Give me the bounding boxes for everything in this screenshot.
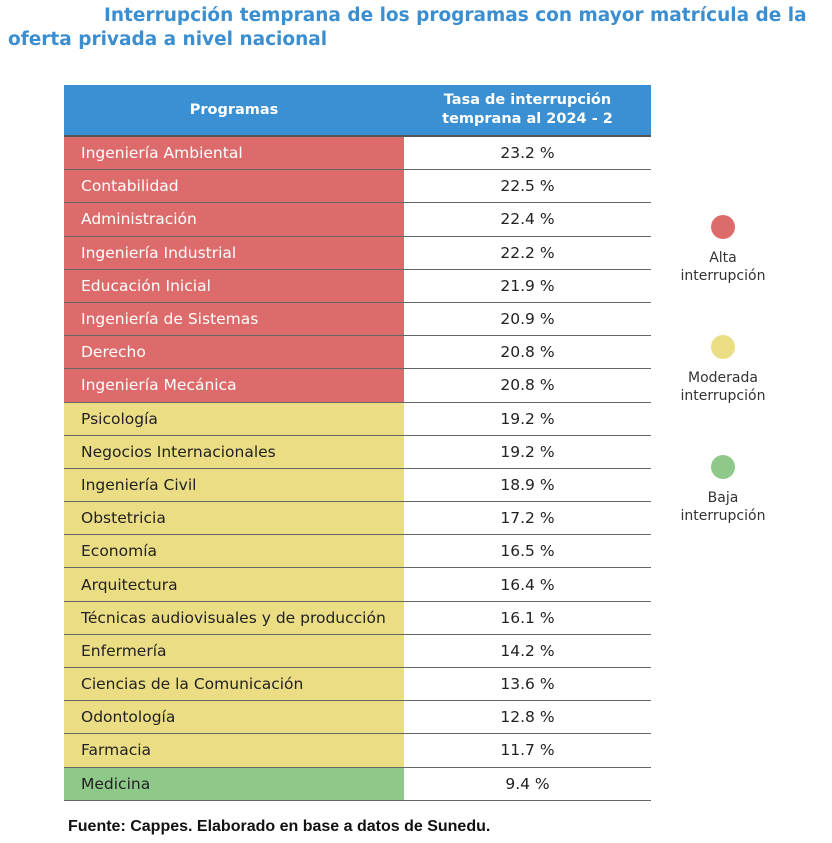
table-row: Ingeniería Ambiental 23.2 % — [64, 137, 651, 171]
rate-cell: 23.2 % — [500, 144, 555, 163]
table-row: Educación Inicial 21.9 % — [64, 269, 651, 303]
program-cell: Medicina — [64, 767, 404, 800]
legend-dot-baja — [711, 455, 735, 479]
rate-cell: 17.2 % — [500, 509, 555, 528]
program-cell: Farmacia — [64, 734, 404, 767]
table-header: Programas Tasa de interrupción temprana … — [64, 85, 651, 137]
page-title: Interrupción temprana de los programas c… — [8, 4, 808, 52]
legend-label-line1: Moderada — [688, 370, 758, 386]
rate-cell: 12.8 % — [500, 708, 555, 727]
header-tasa: Tasa de interrupción temprana al 2024 - … — [442, 92, 613, 127]
legend-label-line2: interrupción — [680, 388, 766, 404]
program-cell: Ingeniería Mecánica — [64, 369, 404, 402]
program-cell: Arquitectura — [64, 568, 404, 601]
legend-label-line1: Alta — [709, 250, 737, 266]
rate-cell: 22.4 % — [500, 210, 555, 229]
legend-dot-alta — [711, 215, 735, 239]
program-cell: Ingeniería de Sistemas — [64, 302, 404, 336]
program-cell: Educación Inicial — [64, 269, 404, 302]
rate-cell: 22.2 % — [500, 243, 555, 262]
program-cell: Derecho — [64, 336, 404, 369]
program-cell: Ingeniería Ambiental — [64, 137, 404, 170]
table-row: Arquitectura 16.4 % — [64, 568, 651, 602]
title-line-2: oferta privada a nivel nacional — [8, 29, 328, 50]
rate-cell: 9.4 % — [505, 774, 550, 793]
table-row: Medicina 9.4 % — [64, 767, 651, 801]
table-row: Ciencias de la Comunicación 13.6 % — [64, 668, 651, 702]
rate-cell: 13.6 % — [500, 675, 555, 694]
rate-cell: 18.9 % — [500, 475, 555, 494]
legend-item-moderada: Moderada interrupción — [660, 335, 786, 405]
source-note: Fuente: Cappes. Elaborado en base a dato… — [68, 818, 491, 835]
table-row: Contabilidad 22.5 % — [64, 170, 651, 204]
rate-cell: 16.5 % — [500, 542, 555, 561]
header-programas: Programas — [189, 101, 279, 118]
legend-label-line2: interrupción — [680, 508, 766, 524]
program-cell: Técnicas audiovisuales y de producción — [64, 601, 404, 634]
table-row: Economía 16.5 % — [64, 535, 651, 569]
program-cell: Negocios Internacionales — [64, 435, 404, 468]
table-row: Técnicas audiovisuales y de producción 16… — [64, 601, 651, 635]
program-cell: Psicología — [64, 402, 404, 435]
program-cell: Contabilidad — [64, 170, 404, 203]
table-row: Obstetricia 17.2 % — [64, 502, 651, 536]
table-row: Ingeniería de Sistemas 20.9 % — [64, 302, 651, 337]
rate-cell: 20.8 % — [500, 376, 555, 395]
table-row: Ingeniería Industrial 22.2 % — [64, 236, 651, 270]
table-row: Ingeniería Mecánica 20.8 % — [64, 369, 651, 403]
rate-cell: 20.9 % — [500, 310, 555, 329]
rate-cell: 16.1 % — [500, 608, 555, 627]
legend-dot-moderada — [711, 335, 735, 359]
title-line-1: Interrupción temprana de los programas c… — [104, 5, 807, 26]
table-row: Farmacia 11.7 % — [64, 734, 651, 768]
program-cell: Ciencias de la Comunicación — [64, 668, 404, 701]
table-row: Negocios Internacionales 19.2 % — [64, 435, 651, 469]
rate-cell: 22.5 % — [500, 177, 555, 196]
rate-cell: 16.4 % — [500, 575, 555, 594]
program-cell: Odontología — [64, 701, 404, 734]
program-cell: Economía — [64, 535, 404, 568]
table-row: Enfermería 14.2 % — [64, 634, 651, 668]
program-cell: Administración — [64, 203, 404, 236]
program-cell: Obstetricia — [64, 502, 404, 535]
table-row: Administración 22.4 % — [64, 203, 651, 237]
legend-item-alta: Alta interrupción — [660, 215, 786, 285]
program-cell: Ingeniería Civil — [64, 468, 404, 502]
program-cell: Enfermería — [64, 634, 404, 667]
rate-cell: 19.2 % — [500, 442, 555, 461]
rate-cell: 14.2 % — [500, 641, 555, 660]
table-row: Odontología 12.8 % — [64, 701, 651, 735]
program-cell: Ingeniería Industrial — [64, 236, 404, 269]
rate-cell: 21.9 % — [500, 276, 555, 295]
table-row: Psicología 19.2 % — [64, 402, 651, 436]
table-row: Ingeniería Civil 18.9 % — [64, 468, 651, 503]
rates-table: Programas Tasa de interrupción temprana … — [64, 85, 651, 801]
rate-cell: 11.7 % — [500, 741, 555, 760]
legend-label-line2: interrupción — [680, 268, 766, 284]
rate-cell: 19.2 % — [500, 409, 555, 428]
legend-label-line1: Baja — [707, 490, 739, 506]
table-row: Derecho 20.8 % — [64, 336, 651, 370]
legend-item-baja: Baja interrupción — [660, 455, 786, 525]
rate-cell: 20.8 % — [500, 343, 555, 362]
